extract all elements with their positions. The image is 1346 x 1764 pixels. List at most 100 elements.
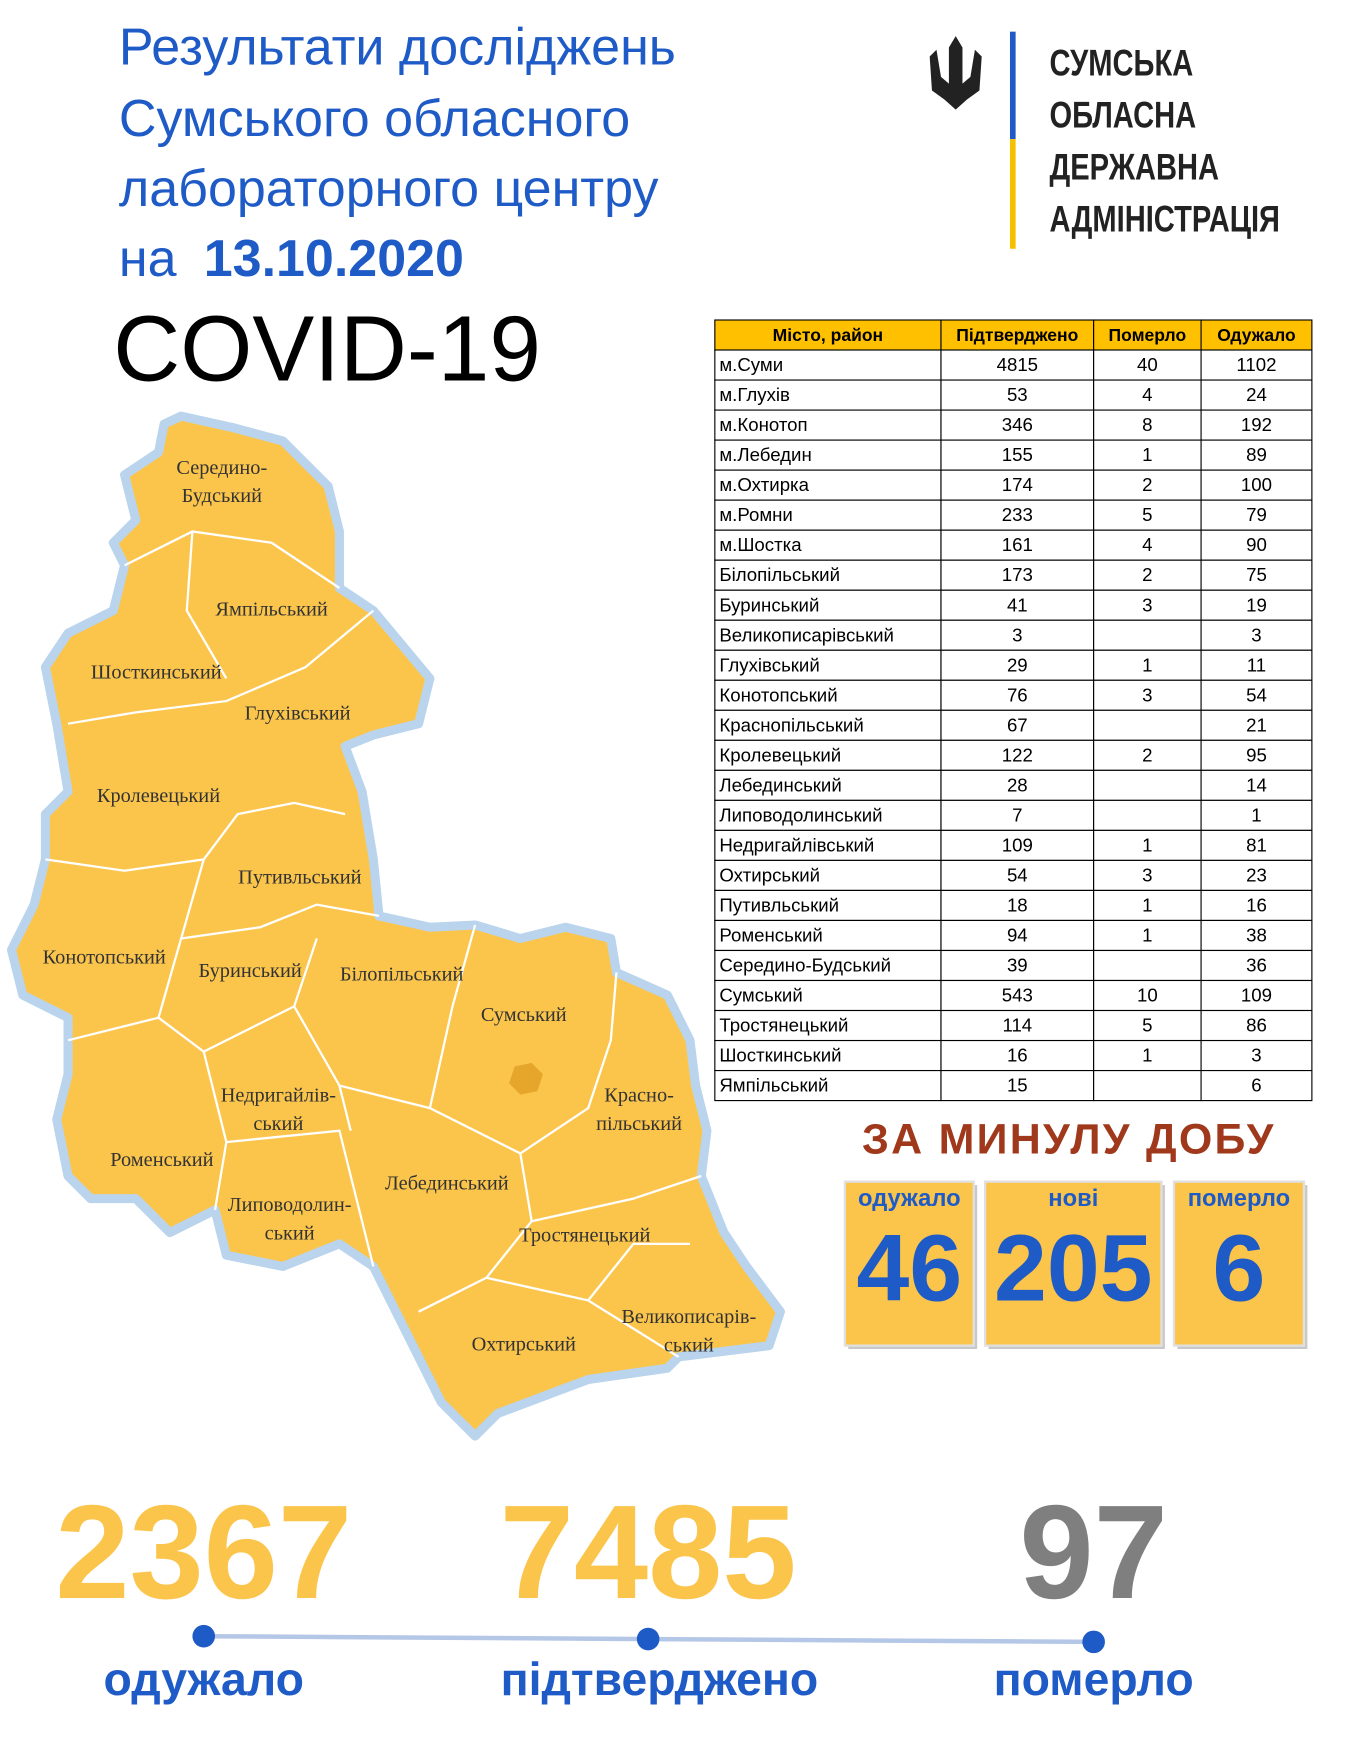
totals: 2367 одужало 7485 підтверджено 97 померло bbox=[55, 1478, 1193, 1705]
cell-value: 122 bbox=[1002, 744, 1033, 765]
cell-value: 1 bbox=[1142, 654, 1152, 675]
cell-value: 19 bbox=[1246, 594, 1267, 615]
stat-box bbox=[983, 1180, 1163, 1347]
cell-value: 1 bbox=[1142, 1045, 1152, 1066]
cell-value: 28 bbox=[1007, 774, 1028, 795]
table-cell bbox=[940, 499, 1095, 531]
table-cell bbox=[940, 949, 1095, 982]
cell-value: 38 bbox=[1246, 925, 1267, 946]
cell-value: 3 bbox=[1012, 624, 1022, 645]
district-label: Конотопський bbox=[43, 947, 166, 969]
total-value: 2367 bbox=[55, 1478, 352, 1627]
date-prefix: на bbox=[119, 230, 177, 288]
cell-value: 89 bbox=[1246, 444, 1267, 465]
table-cell bbox=[1093, 1069, 1202, 1102]
map: Середино- Будський Ямпільський Шосткинський… bbox=[6, 411, 785, 1441]
cell-value: 100 bbox=[1241, 474, 1272, 495]
table-cell bbox=[1093, 439, 1202, 471]
table-cell bbox=[714, 349, 942, 381]
cell-value: 86 bbox=[1246, 1015, 1267, 1036]
stat-label: померло bbox=[1188, 1186, 1290, 1212]
table-cell bbox=[714, 859, 942, 891]
table-cell bbox=[1093, 709, 1202, 741]
cell-value: 36 bbox=[1246, 955, 1267, 976]
table-cell bbox=[1200, 949, 1313, 982]
row-label: Буринський bbox=[719, 594, 819, 615]
total-label: підтверджено bbox=[501, 1653, 819, 1705]
row-label: Кролевецький bbox=[719, 744, 841, 765]
cell-value: 95 bbox=[1246, 744, 1267, 765]
cell-value: 8 bbox=[1142, 414, 1152, 435]
table: Місто, район Підтверджено Померло Одужало м.… bbox=[714, 319, 1313, 1102]
table-cell bbox=[1093, 379, 1202, 411]
row-label: Липоводолинський bbox=[719, 804, 882, 825]
district-label: Ямпільський bbox=[215, 598, 327, 620]
cell-value: 1 bbox=[1142, 834, 1152, 855]
district-label: Путивльський bbox=[238, 866, 361, 888]
title-line: Результати досліджень bbox=[119, 19, 676, 77]
trident bbox=[929, 36, 982, 110]
table-cell bbox=[714, 379, 942, 411]
logo: СУМСЬКА ОБЛАСНА ДЕРЖАВНА АДМІНІСТРАЦІЯ bbox=[929, 31, 1280, 249]
total-value: 7485 bbox=[500, 1478, 797, 1627]
district-label: пільський bbox=[596, 1113, 682, 1135]
logo-line: ОБЛАСНА bbox=[1050, 95, 1197, 136]
column-header: Підтверджено bbox=[956, 325, 1078, 345]
table-cell bbox=[1200, 679, 1313, 711]
connector-dot bbox=[192, 1624, 216, 1648]
logo-line: АДМІНІСТРАЦІЯ bbox=[1050, 199, 1280, 240]
column-header: Одужало bbox=[1217, 325, 1296, 345]
cell-value: 2 bbox=[1142, 744, 1152, 765]
district-label: Красно- bbox=[604, 1085, 674, 1107]
table-cell bbox=[1200, 469, 1313, 501]
table-cell bbox=[1093, 859, 1202, 891]
table-cell bbox=[940, 739, 1095, 771]
stat-label: нові bbox=[1048, 1186, 1098, 1212]
table-cell bbox=[714, 889, 942, 922]
cell-value: 1102 bbox=[1236, 354, 1276, 375]
table-cell bbox=[714, 1069, 942, 1102]
cell-value: 11 bbox=[1247, 654, 1266, 675]
table-cell bbox=[1200, 379, 1313, 411]
table-cell bbox=[1093, 829, 1202, 861]
daily-stats: одужало 46 нові 205 померло 6 bbox=[843, 1180, 1308, 1350]
cell-value: 233 bbox=[1002, 504, 1033, 525]
table-cell bbox=[940, 1039, 1095, 1072]
headline: COVID-19 bbox=[113, 297, 541, 401]
table-cell bbox=[1093, 919, 1202, 952]
cell-value: 3 bbox=[1142, 594, 1152, 615]
district-label: Шосткинський bbox=[91, 662, 222, 684]
table-cell bbox=[714, 499, 942, 531]
table-cell bbox=[1093, 799, 1202, 831]
cell-value: 5 bbox=[1142, 1015, 1152, 1036]
cell-value: 24 bbox=[1246, 384, 1267, 405]
district-label: Будський bbox=[182, 485, 262, 507]
flag-blue bbox=[1009, 31, 1016, 140]
total-label: померло bbox=[994, 1653, 1194, 1705]
cell-value: 4815 bbox=[997, 354, 1038, 375]
table-cell bbox=[1093, 409, 1202, 441]
row-label: Шосткинський bbox=[719, 1045, 841, 1066]
table-cell bbox=[940, 859, 1095, 891]
stat-value: 6 bbox=[1213, 1216, 1266, 1322]
table-cell bbox=[1200, 649, 1313, 681]
district-label: Середино- bbox=[176, 457, 267, 479]
logo-line: ДЕРЖАВНА bbox=[1050, 147, 1220, 188]
table-cell bbox=[940, 349, 1095, 381]
table-cell bbox=[940, 1069, 1095, 1102]
row-label: Путивльський bbox=[719, 894, 839, 915]
cell-value: 3 bbox=[1142, 684, 1152, 705]
total-value: 97 bbox=[1019, 1478, 1167, 1627]
cell-value: 29 bbox=[1007, 654, 1028, 675]
row-label: Великописарівський bbox=[719, 624, 894, 645]
table-cell bbox=[1200, 1009, 1313, 1042]
district-label: Сумський bbox=[481, 1004, 567, 1026]
table-cell bbox=[714, 1039, 942, 1072]
table-cell bbox=[940, 709, 1095, 741]
row-label: м.Суми bbox=[719, 354, 783, 375]
cell-value: 21 bbox=[1246, 714, 1267, 735]
header: Результати досліджень Сумського обласног… bbox=[119, 19, 676, 288]
row-label: Глухівський bbox=[719, 654, 819, 675]
cell-value: 3 bbox=[1142, 864, 1152, 885]
